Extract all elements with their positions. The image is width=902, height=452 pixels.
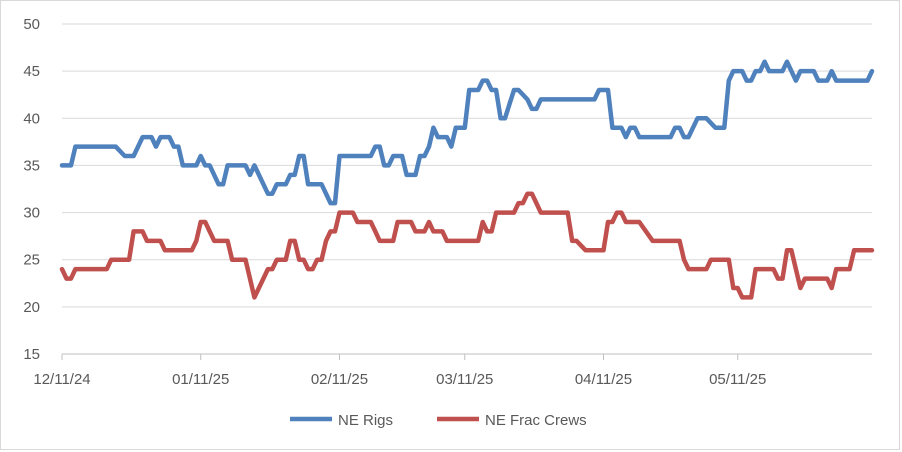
y-tick-label: 35: [23, 157, 40, 174]
x-tick-label: 03/11/25: [436, 371, 493, 388]
x-tick-label: 05/11/25: [709, 371, 766, 388]
x-tick-label: 01/11/25: [172, 371, 229, 388]
x-tick-label: 02/11/25: [311, 371, 368, 388]
y-tick-label: 20: [23, 299, 40, 316]
legend-label: NE Rigs: [338, 412, 393, 429]
legend: NE Rigs NE Frac Crews: [290, 412, 587, 429]
series-line-ne-frac-crews: [59, 191, 875, 300]
y-tick-label: 30: [23, 205, 40, 222]
y-tick-label: 50: [23, 16, 40, 33]
y-tick-label: 45: [23, 63, 40, 80]
y-tick-label: 25: [23, 252, 40, 269]
x-tick-label: 12/11/24: [33, 371, 90, 388]
y-tick-label: 15: [23, 346, 40, 363]
x-tick-label: 04/11/25: [575, 371, 632, 388]
y-tick-label: 40: [23, 110, 40, 127]
legend-label: NE Frac Crews: [485, 412, 587, 429]
series-line-ne-rigs: [59, 59, 875, 206]
y-axis: 15 20 25 30 35 40 45 50: [23, 16, 40, 363]
series-layer: [59, 59, 875, 300]
x-axis: 12/11/24 01/11/25 02/11/25 03/11/25 04/11/25…: [33, 353, 872, 388]
